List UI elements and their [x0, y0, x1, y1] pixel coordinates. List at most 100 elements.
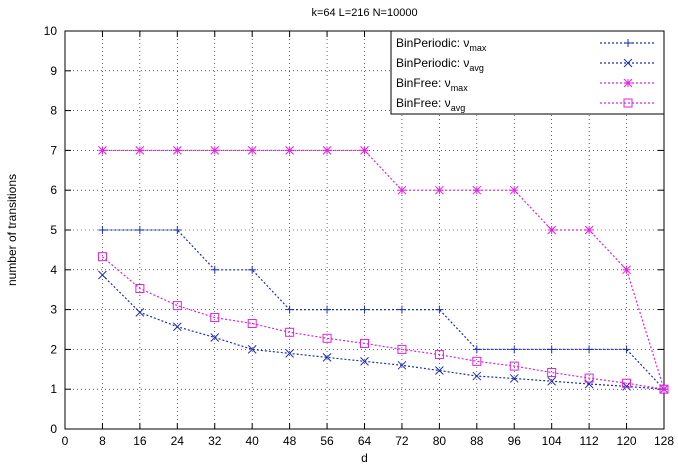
marker-stroke — [509, 185, 519, 195]
data-point — [135, 308, 145, 317]
marker-stroke — [472, 185, 482, 195]
data-point — [547, 345, 556, 354]
marker-stroke — [397, 360, 407, 370]
x-tick-label: 72 — [395, 434, 409, 448]
marker-stroke — [547, 376, 557, 386]
series-line — [102, 229, 665, 390]
data-point — [397, 305, 406, 314]
data-point — [173, 226, 182, 234]
marker-stroke — [622, 265, 631, 275]
data-point — [210, 146, 220, 155]
data-point — [472, 356, 482, 366]
data-point — [172, 146, 182, 155]
x-tick-label: 80 — [433, 434, 447, 448]
legend-marker — [623, 98, 633, 108]
legend-label-main: BinFree: ν — [396, 96, 451, 110]
series-line — [102, 256, 665, 390]
marker-stroke — [247, 146, 257, 155]
marker-stroke — [322, 353, 332, 362]
data-point — [659, 384, 669, 394]
marker-stroke — [247, 345, 257, 354]
marker-stroke — [623, 78, 633, 88]
x-tick-label: 24 — [171, 434, 185, 448]
legend-label-subscript: avg — [469, 63, 484, 73]
series-4 — [97, 252, 669, 394]
x-tick-label: 104 — [542, 434, 562, 448]
marker-stroke — [97, 252, 107, 262]
data-point — [322, 333, 332, 343]
x-axis-title: d — [361, 451, 368, 465]
y-tick-label: 5 — [50, 223, 57, 237]
marker-stroke — [210, 333, 220, 342]
data-point — [472, 345, 481, 354]
marker-stroke — [397, 185, 407, 195]
marker-stroke — [397, 344, 407, 354]
data-point — [135, 284, 145, 294]
data-point — [135, 226, 144, 234]
marker-stroke — [623, 98, 633, 108]
y-tick-label: 9 — [50, 64, 57, 78]
data-point — [547, 376, 557, 386]
x-tick-label: 112 — [580, 434, 599, 448]
data-point — [585, 345, 594, 354]
legend-label-subscript: max — [451, 83, 469, 93]
legend-label: BinFree: νmax — [396, 76, 468, 93]
data-point — [285, 146, 294, 155]
y-tick-label: 7 — [50, 143, 57, 157]
data-point — [135, 146, 145, 155]
series-3 — [98, 146, 669, 394]
data-point — [622, 345, 631, 354]
marker-stroke — [322, 333, 332, 343]
x-tick-label: 48 — [283, 434, 297, 448]
x-tick-label: 0 — [62, 434, 69, 448]
x-tick-label: 96 — [508, 434, 522, 448]
data-point — [172, 301, 182, 311]
marker-stroke — [135, 146, 145, 155]
marker-stroke — [322, 146, 332, 155]
x-tick-label: 64 — [358, 434, 372, 448]
y-tick-label: 6 — [50, 183, 57, 197]
axes: 0 8 16 24 32 40 48 56 64 72 80 88 96 104 112 120 1280123… — [44, 24, 675, 448]
x-tick-label: 16 — [133, 434, 147, 448]
marker-stroke — [472, 371, 482, 381]
data-point — [622, 378, 632, 388]
series-group — [97, 146, 669, 394]
legend-label-main: BinPeriodic: ν — [396, 56, 469, 70]
marker-stroke — [172, 301, 182, 311]
data-point — [472, 185, 482, 195]
data-point — [323, 305, 332, 314]
y-tick-label: 4 — [50, 263, 57, 277]
marker-stroke — [172, 322, 182, 332]
y-tick-label: 3 — [50, 303, 57, 317]
data-point — [98, 226, 107, 234]
data-point — [547, 225, 557, 235]
marker-stroke — [434, 350, 444, 360]
marker-stroke — [98, 270, 107, 280]
marker-stroke — [435, 185, 444, 195]
data-point — [210, 265, 219, 274]
data-point — [584, 379, 594, 389]
data-point — [248, 265, 257, 274]
y-tick-label: 0 — [50, 422, 57, 436]
legend-label: BinPeriodic: νavg — [396, 56, 484, 73]
data-point — [397, 344, 407, 354]
data-point — [247, 146, 257, 155]
marker-stroke — [172, 146, 182, 155]
series-1 — [98, 226, 668, 394]
data-point — [472, 371, 482, 381]
legend-label-subscript: max — [469, 43, 487, 53]
marker-stroke — [210, 313, 220, 323]
legend-marker — [624, 39, 632, 47]
legend-label-subscript: avg — [451, 103, 466, 113]
y-tick-label: 1 — [50, 382, 57, 396]
marker-stroke — [360, 146, 369, 155]
x-tick-label: 32 — [208, 434, 222, 448]
legend-marker — [623, 58, 633, 68]
marker-stroke — [509, 361, 519, 371]
marker-stroke — [360, 356, 369, 366]
marker-stroke — [135, 308, 145, 317]
marker-stroke — [435, 366, 444, 375]
data-point — [360, 356, 369, 366]
